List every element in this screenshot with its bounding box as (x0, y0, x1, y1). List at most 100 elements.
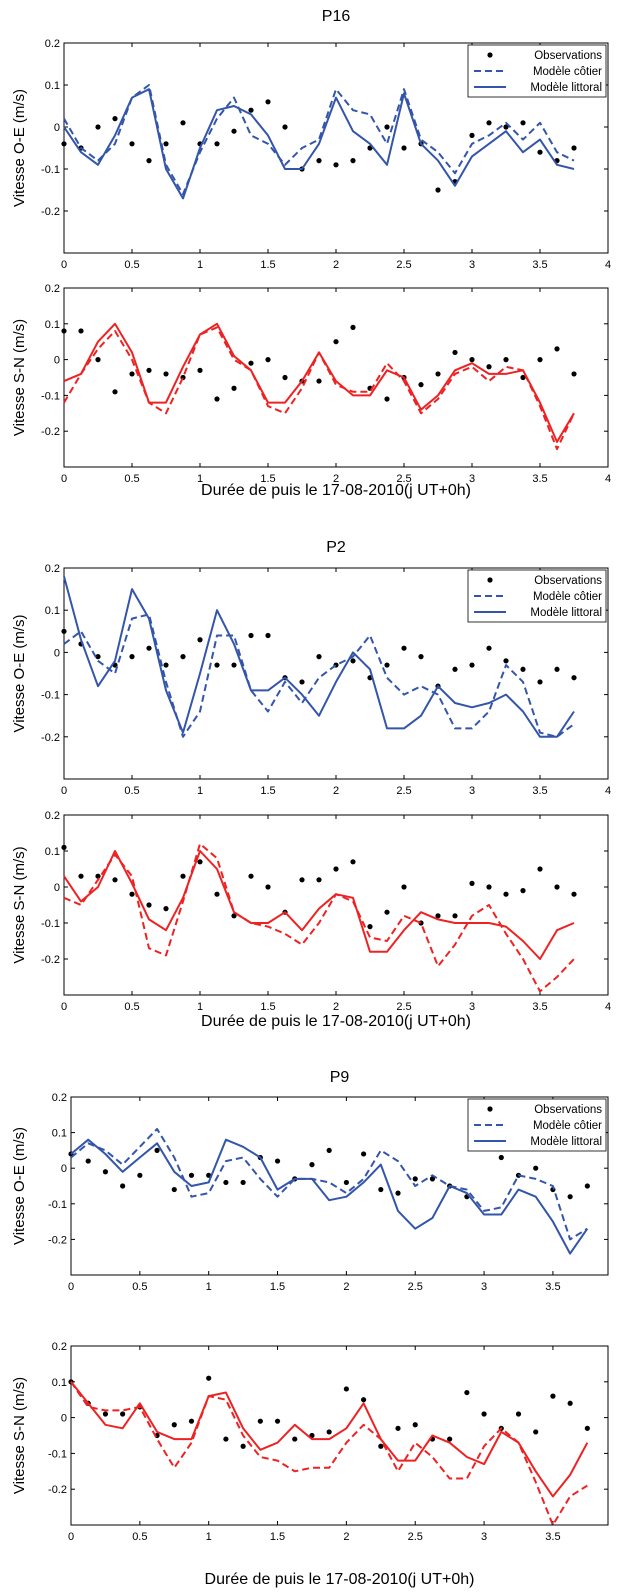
observation-point (584, 1425, 590, 1431)
legend-label-cotier: Modèle côtier (533, 591, 602, 603)
observation-point (274, 1418, 281, 1424)
observation-point (231, 128, 237, 134)
legend-label-cotier: Modèle côtier (533, 1120, 602, 1132)
y-tick-label: -0.2 (41, 954, 60, 966)
observation-point (61, 844, 67, 851)
observation-point (395, 1425, 401, 1431)
observation-point (429, 1176, 436, 1182)
observation-point (326, 1147, 332, 1153)
observation-point (231, 385, 237, 391)
x-tick-label: 2 (343, 1281, 349, 1293)
y-tick-label: 0.1 (45, 319, 60, 331)
observation-point (120, 1411, 126, 1417)
observation-point (309, 1162, 315, 1168)
observation-point (214, 891, 220, 897)
observation-point (537, 149, 543, 155)
y-tick-label: 0.2 (45, 283, 60, 295)
chart-panel-4: 0.2 0.1 0 -0.1 -0.2 0 0.5 1 1.5 2 2.5 3 3.5 4 Vitesse … (11, 810, 611, 1030)
observation-point (503, 124, 509, 130)
observation-point (78, 328, 84, 334)
observation-point (188, 1418, 195, 1424)
observation-point (486, 645, 492, 651)
observation-point (550, 1393, 556, 1399)
x-tick-label: 0 (61, 259, 67, 271)
observation-point (95, 357, 101, 363)
observation-point (333, 339, 339, 345)
x-tick-label: 0.5 (124, 1001, 139, 1013)
x-tick-label: 4 (605, 259, 611, 271)
observation-point (316, 158, 322, 164)
x-tick-label: 1.5 (260, 1001, 275, 1013)
plot-area (70, 1345, 609, 1526)
series-line-littoral (63, 322, 575, 443)
observation-point (112, 389, 118, 395)
observation-point (486, 120, 492, 126)
observation-point (378, 1186, 384, 1193)
observation-point (520, 120, 526, 126)
series-line-littoral (63, 576, 575, 738)
x-tick-label: 3 (481, 1531, 487, 1543)
x-tick-label: 3.5 (532, 1001, 547, 1013)
y-tick-label: 0.2 (52, 1092, 67, 1104)
observation-point (350, 658, 356, 664)
observation-point (554, 884, 560, 890)
y-tick-label: 0 (54, 647, 60, 659)
observation-point (447, 1436, 453, 1442)
observation-point (265, 99, 271, 105)
observation-point (469, 662, 475, 668)
x-tick-label: 2 (343, 1531, 349, 1543)
x-tick-label: 1 (206, 1281, 212, 1293)
observation-point (282, 374, 288, 381)
y-axis-label: Vitesse S-N (m/s) (11, 846, 28, 963)
observation-point (163, 371, 169, 377)
observation-point (567, 1400, 573, 1406)
observation-point (299, 877, 305, 883)
observation-point (188, 1172, 195, 1178)
observation-point (78, 873, 84, 879)
legend-marker-observations (487, 1106, 493, 1112)
observation-point (257, 1418, 263, 1424)
observation-point (418, 654, 424, 660)
observation-point (333, 866, 339, 872)
chart-title: P16 (322, 8, 351, 25)
x-tick-label: 3 (469, 1001, 475, 1013)
observation-point (498, 1154, 504, 1161)
observation-point (231, 662, 237, 668)
observation-point (120, 1183, 126, 1189)
x-tick-label: 3.5 (532, 259, 547, 271)
observation-point (533, 1165, 539, 1171)
observation-point (469, 357, 475, 363)
y-axis-label: Vitesse S-N (m/s) (11, 319, 28, 436)
observation-point (418, 382, 424, 388)
observation-point (240, 1179, 246, 1186)
observation-point (146, 902, 152, 908)
chart-panel-5: 0.2 0.1 0 -0.1 -0.2 0 0.5 1 1.5 2 2.5 3 3.5 P9 Vitesse… (11, 1069, 609, 1293)
observation-point (248, 632, 254, 639)
observation-point (384, 909, 390, 915)
observation-point (274, 1158, 281, 1164)
x-axis-label: Durée de puis le 17-08-2010(j UT+0h) (201, 482, 471, 499)
observation-point (554, 666, 560, 672)
x-tick-label: 2 (333, 259, 339, 271)
x-tick-label: 2.5 (396, 785, 411, 797)
observation-point (469, 132, 475, 138)
legend: Observations Modèle côtier Modèle littoral (467, 1098, 607, 1152)
y-tick-label: -0.2 (48, 1234, 67, 1246)
x-tick-label: 3.5 (545, 1531, 560, 1543)
y-tick-label: 0 (54, 882, 60, 894)
y-tick-label: -0.2 (41, 206, 60, 218)
observation-point (240, 1443, 246, 1449)
chart-panel-6: 0.2 0.1 0 -0.1 -0.2 0 0.5 1 1.5 2 2.5 3 3.5 Vitesse S… (11, 1341, 609, 1588)
observation-point (571, 675, 577, 681)
observation-point (401, 645, 407, 651)
observation-point (367, 924, 373, 930)
x-tick-label: 1 (197, 1001, 203, 1013)
observation-point (129, 141, 135, 147)
observation-point (481, 1411, 487, 1417)
observation-point (360, 1151, 367, 1157)
observation-point (197, 859, 203, 865)
observation-point (520, 888, 526, 894)
series-line-cotier (63, 842, 575, 993)
x-tick-label: 2 (333, 473, 339, 485)
